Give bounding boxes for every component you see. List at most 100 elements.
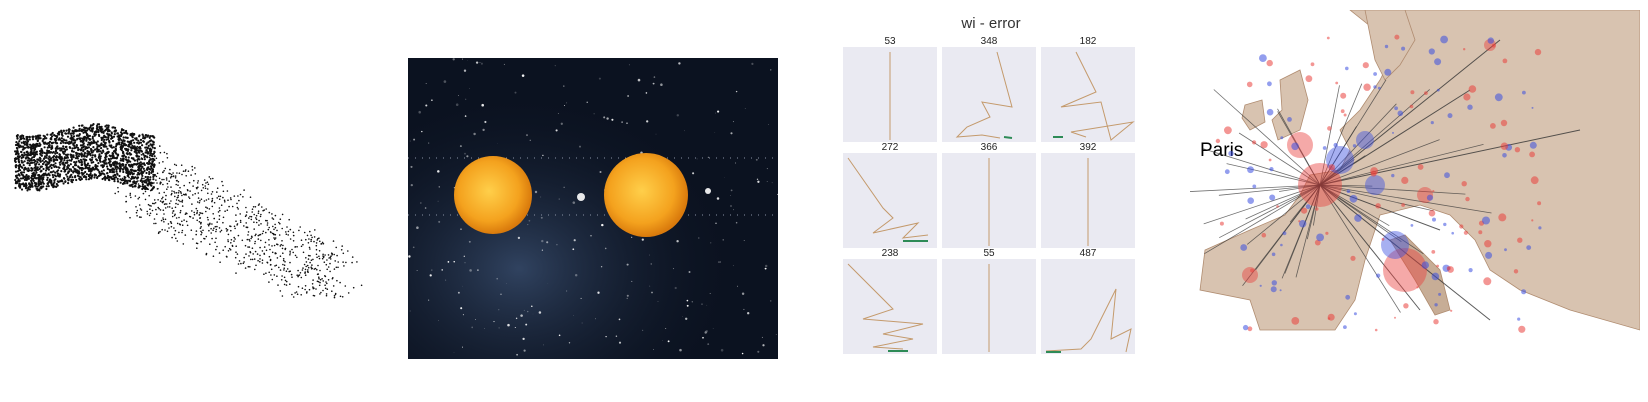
star [461,346,464,348]
scatter-point [217,195,220,198]
scatter-point [145,181,148,184]
scatter-point [105,162,108,165]
scatter-point [309,248,311,250]
scatter-point [135,211,138,214]
scatter-point [161,197,163,200]
scatter-point [34,148,37,151]
scatter-point [101,164,104,167]
scatter-point [33,181,36,184]
scatter-point [281,247,284,250]
scatter-point [281,227,284,230]
scatter-point [159,209,162,211]
scatter-point [287,234,290,236]
city-bubble [1428,209,1436,217]
scatter-point [121,154,124,157]
scatter-point [68,176,71,179]
scatter-point [24,184,27,187]
scatter-point [96,168,99,171]
scatter-point [57,169,60,172]
scatter-point [336,279,338,282]
scatter-point [66,135,70,138]
scatter-point [73,130,76,133]
scatter-point [335,246,338,249]
star [705,329,708,333]
scatter-point [132,158,135,161]
star [521,74,525,77]
scatter-point [258,203,261,205]
flow-line [1279,184,1321,192]
scatter-point [60,137,64,140]
scatter-point [140,154,143,156]
subplot: 55 [942,248,1036,354]
city-bubble [1291,142,1299,151]
scatter-point [207,198,210,200]
scatter-point [327,254,330,256]
scatter-point [42,138,45,141]
star [606,117,609,120]
scatter-point [300,276,303,279]
scatter-point [152,178,155,181]
scatter-point [171,192,173,195]
scatter-point [183,184,185,187]
scatter-point [175,217,178,219]
scatter-point [272,225,274,228]
scatter-point [112,146,115,149]
scatter-point [332,277,334,279]
scatter-point [22,171,26,174]
star [631,280,633,282]
scatter-point [42,134,45,137]
city-bubble [1467,104,1473,110]
city-bubble [1356,131,1374,149]
scatter-point [150,171,153,174]
scatter-point [289,252,292,254]
scatter-point [185,220,188,223]
star [568,342,571,344]
scatter-point [113,180,116,183]
scatter-point [259,254,261,257]
scatter-point [301,287,304,289]
scatter-point [46,176,49,179]
scatter-point [325,281,327,283]
star [715,222,717,224]
star [722,239,724,241]
star [438,186,440,188]
scatter-point [41,151,44,154]
scatter-point [99,155,102,158]
space-image [408,58,778,359]
scatter-point [185,169,187,171]
scatter-point [286,226,288,228]
scatter-point [34,145,37,148]
star [646,120,649,123]
scatter-point [164,218,167,221]
scatter-point [67,142,71,145]
scatter-point [247,246,249,248]
scatter-point [105,145,108,148]
flow-line [1319,85,1340,186]
scatter-point [95,127,99,130]
scatter-point [17,167,20,170]
scatter-point [177,180,180,183]
scatter-point [107,136,110,139]
scatter-point [89,158,92,161]
scatter-point [284,261,286,263]
scatter-point [41,185,44,188]
scatter-point [263,252,266,255]
scatter-point [54,156,57,159]
scatter-point [248,217,250,219]
scatter-point [345,261,347,264]
flow-line [1277,111,1321,186]
flow-line [1319,184,1401,313]
scatter-point [22,164,25,167]
scatter-point [158,192,161,194]
scatter-point [165,203,168,205]
scatter-point [250,215,253,218]
scatter-point [26,177,29,180]
scatter-point [44,155,47,158]
star [674,286,677,290]
city-bubble [1529,141,1537,149]
scatter-point [156,188,159,190]
city-bubble [1291,317,1300,325]
scatter-point [86,163,89,167]
scatter-point [210,232,212,234]
scatter-point [42,157,46,160]
